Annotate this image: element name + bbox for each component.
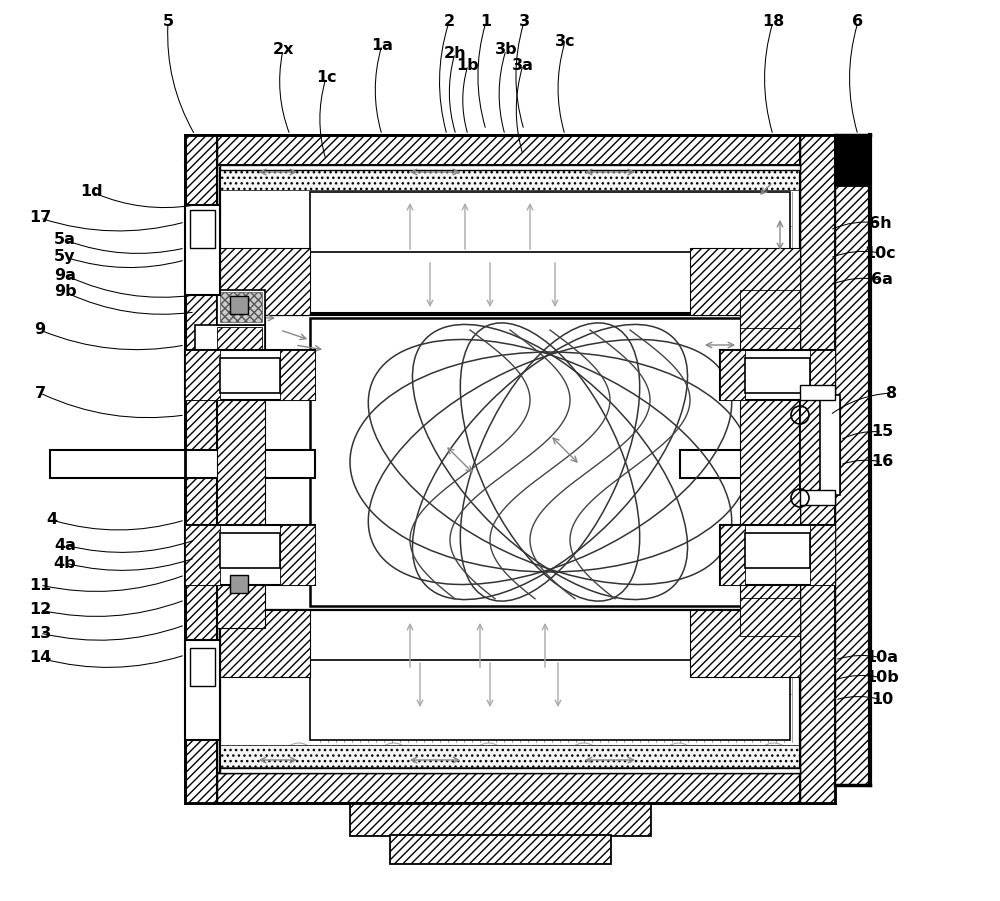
Text: 3c: 3c: [555, 34, 575, 50]
Text: 8: 8: [886, 386, 898, 401]
Bar: [820, 395, 840, 495]
Text: 10c: 10c: [864, 245, 896, 260]
Bar: [800, 400, 840, 490]
Bar: [217, 290, 265, 325]
Bar: [310, 660, 790, 740]
Bar: [390, 835, 610, 863]
Bar: [220, 533, 280, 568]
Bar: [745, 358, 810, 393]
Bar: [185, 135, 217, 803]
Bar: [350, 803, 650, 835]
Bar: [740, 290, 800, 328]
Text: 1b: 1b: [457, 58, 479, 72]
Text: 9a: 9a: [54, 268, 76, 283]
Text: 14: 14: [29, 651, 51, 666]
Text: 3a: 3a: [512, 58, 534, 72]
Text: 4b: 4b: [54, 556, 76, 570]
Bar: [800, 490, 835, 505]
Bar: [220, 610, 310, 677]
Text: 6a: 6a: [871, 272, 893, 287]
Bar: [810, 350, 835, 400]
Text: 5y: 5y: [54, 250, 76, 265]
Bar: [190, 648, 215, 686]
Bar: [720, 525, 835, 585]
Bar: [185, 640, 220, 740]
Text: 4: 4: [46, 513, 58, 527]
Bar: [220, 248, 310, 315]
Text: 1c: 1c: [316, 70, 336, 86]
Text: 18: 18: [762, 14, 784, 30]
Text: 1d: 1d: [81, 185, 103, 199]
Text: 6h: 6h: [869, 215, 891, 231]
Bar: [220, 745, 800, 767]
Bar: [220, 168, 800, 313]
Text: 5a: 5a: [54, 232, 76, 248]
Bar: [810, 525, 835, 585]
Text: 12: 12: [29, 603, 51, 617]
Bar: [185, 205, 220, 295]
Bar: [680, 450, 835, 478]
Bar: [690, 248, 800, 315]
Text: 1: 1: [480, 14, 492, 30]
Text: 16: 16: [871, 454, 893, 469]
Bar: [190, 210, 215, 248]
Text: 3b: 3b: [495, 42, 517, 58]
Bar: [720, 525, 745, 585]
Bar: [280, 525, 315, 585]
Bar: [220, 315, 800, 610]
Bar: [745, 533, 810, 568]
Bar: [835, 185, 870, 785]
Bar: [185, 350, 220, 400]
Text: 4a: 4a: [54, 538, 76, 552]
Bar: [220, 610, 800, 773]
Text: 11: 11: [29, 578, 51, 593]
Bar: [195, 325, 265, 365]
Text: 15: 15: [871, 424, 893, 440]
Bar: [230, 575, 248, 593]
Bar: [185, 135, 835, 165]
Bar: [740, 300, 800, 628]
Bar: [720, 350, 835, 400]
Text: 2x: 2x: [272, 42, 294, 58]
Text: 2: 2: [443, 14, 455, 30]
Bar: [185, 773, 835, 803]
Bar: [690, 610, 800, 677]
Text: 2h: 2h: [444, 45, 466, 60]
Bar: [220, 358, 280, 393]
Bar: [185, 525, 315, 585]
Text: 9b: 9b: [54, 285, 76, 299]
Bar: [217, 300, 265, 628]
Text: 5: 5: [162, 14, 174, 30]
Bar: [350, 803, 650, 835]
Bar: [740, 598, 800, 636]
Bar: [835, 135, 870, 185]
Text: 10b: 10b: [865, 670, 899, 686]
Bar: [720, 350, 745, 400]
Text: 13: 13: [29, 625, 51, 641]
Bar: [220, 165, 800, 170]
Text: 9: 9: [34, 323, 46, 338]
Bar: [217, 327, 262, 363]
Text: 10a: 10a: [866, 651, 898, 666]
Text: 10: 10: [871, 693, 893, 707]
Text: 17: 17: [29, 211, 51, 225]
Bar: [185, 525, 220, 585]
Bar: [50, 450, 315, 478]
Bar: [800, 400, 820, 490]
Text: 6: 6: [852, 14, 864, 30]
Bar: [390, 835, 610, 863]
Bar: [280, 350, 315, 400]
Bar: [220, 168, 800, 190]
Bar: [220, 292, 262, 322]
Bar: [310, 318, 790, 606]
Bar: [185, 350, 315, 400]
Bar: [800, 135, 835, 803]
Bar: [220, 768, 800, 773]
Bar: [800, 385, 835, 400]
Text: 3: 3: [518, 14, 530, 30]
Text: 1a: 1a: [371, 38, 393, 52]
Bar: [230, 296, 248, 314]
Text: 7: 7: [34, 386, 46, 401]
Bar: [310, 192, 790, 252]
